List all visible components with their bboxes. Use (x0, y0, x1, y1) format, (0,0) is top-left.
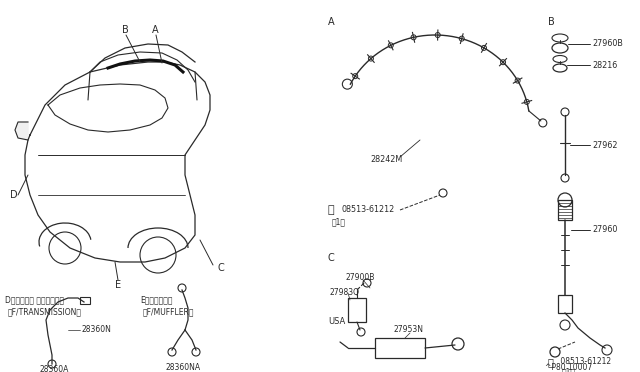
Text: USA: USA (328, 317, 345, 327)
Text: 28216: 28216 (592, 61, 617, 70)
Text: E: E (115, 280, 121, 290)
Text: C: C (218, 263, 225, 273)
Bar (375, 338, 425, 358)
Text: 08513-61212: 08513-61212 (342, 205, 396, 215)
Polygon shape (15, 122, 28, 140)
Text: 27983Q: 27983Q (330, 288, 360, 296)
Text: 〈F/MUFFLER〉: 〈F/MUFFLER〉 (143, 308, 195, 317)
Text: 08513-61212: 08513-61212 (558, 357, 611, 366)
Text: 28360N: 28360N (82, 326, 112, 334)
Text: 28360NA: 28360NA (165, 363, 200, 372)
Text: B: B (548, 17, 555, 27)
Text: 〈F/TRANSMISSION〉: 〈F/TRANSMISSION〉 (8, 308, 82, 317)
Text: Ⓢ: Ⓢ (548, 357, 554, 367)
Text: B: B (122, 25, 129, 35)
Text: 27960: 27960 (592, 225, 618, 234)
Text: 27962: 27962 (592, 141, 618, 150)
Bar (558, 295, 572, 313)
Bar (348, 298, 366, 322)
Text: 〈1〉: 〈1〉 (332, 218, 346, 227)
Text: 28360A: 28360A (40, 366, 69, 372)
Text: 27953N: 27953N (393, 326, 423, 334)
Text: A: A (328, 17, 335, 27)
Bar (80, 297, 90, 304)
Text: ^P80 10007: ^P80 10007 (545, 363, 592, 372)
Text: C: C (328, 253, 335, 263)
Text: Ⓢ: Ⓢ (328, 205, 335, 215)
Text: 27900B: 27900B (345, 273, 374, 282)
Bar (558, 200, 572, 220)
Text: E（マフラー）: E（マフラー） (140, 295, 173, 305)
Text: A: A (152, 25, 159, 35)
Text: 28242M: 28242M (370, 155, 403, 164)
Text: 〈1〉: 〈1〉 (562, 368, 576, 372)
Text: D: D (10, 190, 18, 200)
Text: D（トランス ミッション）: D（トランス ミッション） (5, 295, 64, 305)
Text: 27960B: 27960B (592, 39, 623, 48)
